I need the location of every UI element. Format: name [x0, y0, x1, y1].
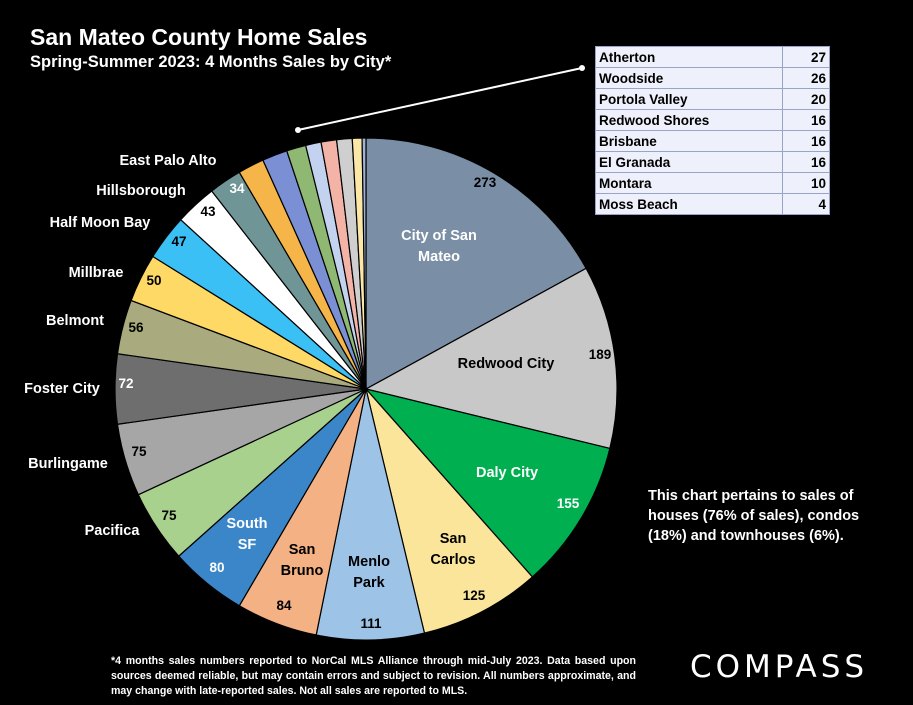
slice-label-menlo-park: Menlo Park: [348, 554, 390, 591]
slice-value-millbrae: 50: [146, 273, 161, 288]
slice-label-pacifica: Pacifica: [85, 523, 141, 539]
compass-logo: COMPASS: [690, 649, 869, 685]
slice-value-daly-city: 155: [557, 496, 580, 511]
slice-label-burlingame: Burlingame: [28, 456, 108, 472]
table-row: Redwood Shores 16: [595, 109, 830, 131]
slice-label-city-of-san-mateo: City of San Mateo: [401, 228, 477, 265]
slice-value-menlo-park: 111: [360, 616, 382, 631]
slice-value-city-of-san-mateo: 273: [474, 175, 497, 190]
table-city: Atherton: [595, 46, 783, 68]
table-row: Brisbane 16: [595, 130, 830, 152]
slice-label-belmont: Belmont: [46, 313, 104, 329]
table-row: Atherton 27: [595, 46, 830, 68]
slice-value-east-palo-alto: 34: [229, 181, 245, 196]
slice-label-millbrae: Millbrae: [69, 265, 124, 281]
slice-value-burlingame: 75: [131, 444, 147, 459]
slice-value-san-bruno: 84: [276, 598, 292, 613]
slice-value-half-moon-bay: 47: [171, 234, 186, 249]
table-city: El Granada: [595, 151, 783, 173]
slice-label-south-sf: South SF: [226, 516, 267, 553]
table-row: Woodside 26: [595, 67, 830, 89]
leader-line: [297, 67, 583, 131]
slice-value-pacifica: 75: [161, 508, 177, 523]
table-city: Woodside: [595, 67, 783, 89]
slice-label-redwood-city: Redwood City: [458, 356, 555, 372]
table-row: Moss Beach 4: [595, 193, 830, 215]
slice-value-south-sf: 80: [209, 560, 224, 575]
table-row: Montara 10: [595, 172, 830, 194]
table-city: Portola Valley: [595, 88, 783, 110]
slice-label-san-bruno: San Bruno: [281, 542, 324, 579]
slice-value-san-carlos: 125: [463, 588, 486, 603]
slice-label-san-carlos: San Carlos: [430, 531, 475, 568]
pie-slice-moss-beach: [361, 137, 367, 390]
pie-slice-daly-city: [364, 387, 611, 578]
slice-value-belmont: 56: [128, 320, 144, 335]
slice-label-hillsborough: Hillsborough: [96, 183, 185, 199]
chart-note: This chart pertains to sales of houses (…: [648, 488, 860, 544]
table-city: Montara: [595, 172, 783, 194]
slice-label-foster-city: Foster City: [24, 381, 100, 397]
table-city: Redwood Shores: [595, 109, 783, 131]
pie-slice-redwood-city: [364, 267, 618, 450]
leader-dot: [579, 65, 585, 71]
pie-slice-city-of-san-mateo: [365, 137, 587, 391]
pie-slice-menlo-park: [315, 388, 426, 641]
slice-value-foster-city: 72: [118, 376, 133, 391]
slice-value-redwood-city: 189: [589, 347, 612, 362]
footnote: *4 months sales numbers reported to NorC…: [111, 655, 636, 697]
table-value: 16: [782, 109, 830, 131]
small-cities-table: Atherton 27 Woodside 26 Portola Valley 20 Redw…: [595, 46, 830, 215]
table-value: 16: [782, 130, 830, 152]
table-value: 4: [782, 193, 830, 215]
table-value: 20: [782, 88, 830, 110]
slice-value-hillsborough: 43: [200, 204, 216, 219]
table-value: 27: [782, 46, 830, 68]
table-value: 26: [782, 67, 830, 89]
slice-label-daly-city: Daly City: [476, 465, 538, 481]
slice-label-half-moon-bay: Half Moon Bay: [50, 215, 151, 231]
table-city: Moss Beach: [595, 193, 783, 215]
table-value: 10: [782, 172, 830, 194]
chart-title: San Mateo County Home Sales: [30, 24, 368, 50]
pie-slice-san-carlos: [365, 388, 534, 634]
table-row: El Granada 16: [595, 151, 830, 173]
leader-dot: [295, 127, 301, 133]
chart-subtitle: Spring-Summer 2023: 4 Months Sales by Ci…: [30, 53, 392, 71]
table-value: 16: [782, 151, 830, 173]
table-city: Brisbane: [595, 130, 783, 152]
slice-label-east-palo-alto: East Palo Alto: [120, 153, 217, 169]
table-row: Portola Valley 20: [595, 88, 830, 110]
